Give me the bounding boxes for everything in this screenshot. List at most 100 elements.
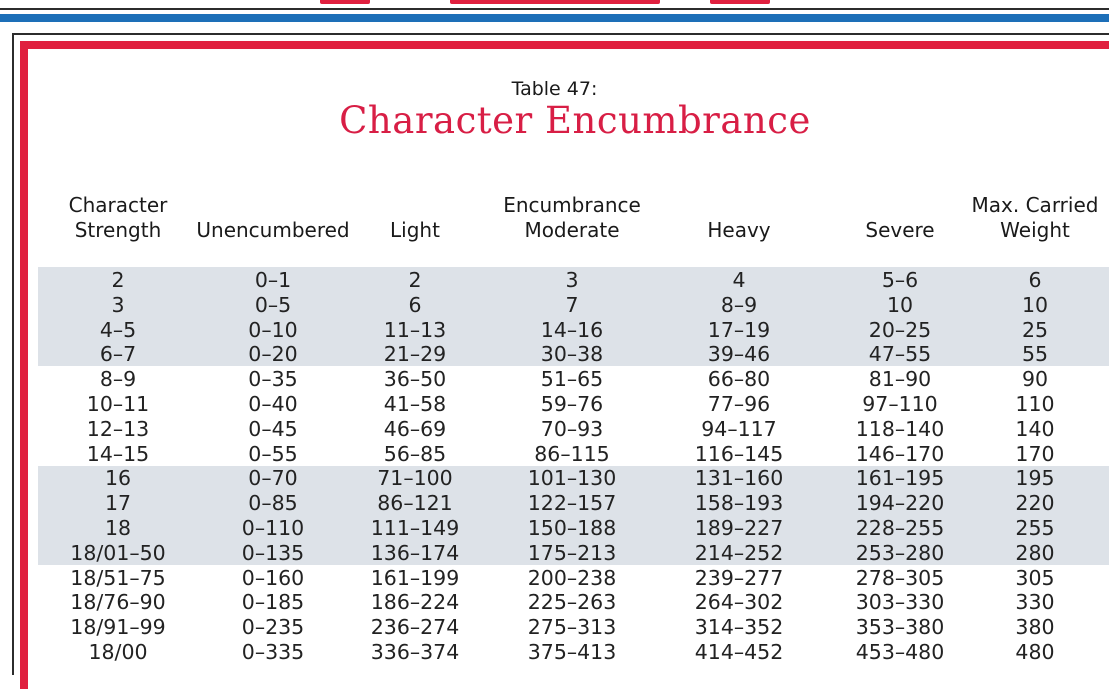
table-number: Table 47: bbox=[511, 78, 598, 100]
table-cell: 3 bbox=[565, 268, 579, 292]
column-header-line2: Moderate bbox=[524, 218, 620, 242]
table-title: Character Encumbrance bbox=[339, 99, 811, 142]
table-cell: 81–90 bbox=[868, 367, 932, 392]
table-cell: 11–13 bbox=[383, 317, 447, 342]
table-cell: 110 bbox=[1015, 392, 1055, 416]
column-header-line1 bbox=[674, 193, 804, 218]
table-cell: 186–224 bbox=[370, 590, 460, 615]
table-cell: 0–10 bbox=[248, 317, 298, 342]
column-header-line1: Character bbox=[68, 193, 168, 217]
table-cell: 161–199 bbox=[370, 565, 460, 590]
table-cell: 122–157 bbox=[527, 491, 617, 516]
table-cell: 0–135 bbox=[241, 540, 305, 565]
table-cell: 453–480 bbox=[855, 640, 945, 664]
table-cell: 14–16 bbox=[540, 317, 604, 342]
table-cell: 18/00 bbox=[88, 640, 148, 664]
table-frame-outer bbox=[12, 33, 1109, 675]
table-cell: 0–55 bbox=[248, 441, 298, 466]
column-header-line2: Weight bbox=[1000, 218, 1070, 242]
table-cell: 56–85 bbox=[383, 441, 447, 466]
table-cell: 353–380 bbox=[855, 615, 945, 640]
table-cell: 146–170 bbox=[855, 441, 945, 466]
table-cell: 86–121 bbox=[377, 491, 453, 516]
table-cell: 220 bbox=[1015, 491, 1055, 516]
column-header-line2: Strength bbox=[74, 218, 162, 242]
table-cell: 0–5 bbox=[254, 292, 292, 317]
table-cell: 55 bbox=[1021, 342, 1049, 367]
table-cell: 0–160 bbox=[241, 565, 305, 590]
table-cell: 18/91–99 bbox=[70, 615, 166, 640]
table-cell: 239–277 bbox=[694, 565, 784, 590]
column-header: Max. Carried Weight bbox=[965, 193, 1105, 243]
column-header: Unencumbered bbox=[193, 193, 353, 243]
column-header-line2: Severe bbox=[865, 218, 935, 242]
table-cell: 200–238 bbox=[527, 565, 617, 590]
table-cell: 161–195 bbox=[855, 466, 945, 491]
column-header: Severe bbox=[835, 193, 965, 243]
table-cell: 0–40 bbox=[248, 392, 298, 416]
table-cell: 8–9 bbox=[99, 367, 137, 392]
row-band-1 bbox=[38, 267, 1109, 366]
table-cell: 6 bbox=[408, 292, 422, 317]
column-header-line2: Heavy bbox=[707, 218, 771, 242]
table-cell: 10–11 bbox=[86, 392, 150, 416]
table-cell: 94–117 bbox=[701, 416, 777, 441]
table-cell: 12–13 bbox=[86, 416, 150, 441]
table-cell: 140 bbox=[1015, 416, 1055, 441]
column-header-line1: Max. Carried bbox=[971, 193, 1099, 217]
table-cell: 46–69 bbox=[383, 416, 447, 441]
column-header-line1: Encumbrance bbox=[503, 193, 641, 217]
table-cell: 17–19 bbox=[707, 317, 771, 342]
table-cell: 0–110 bbox=[241, 516, 305, 540]
column-header-line1 bbox=[835, 193, 965, 218]
table-cell: 116–145 bbox=[694, 441, 784, 466]
table-cell: 336–374 bbox=[370, 640, 460, 664]
table-cell: 18/51–75 bbox=[70, 565, 166, 590]
table-cell: 0–235 bbox=[241, 615, 305, 640]
table-cell: 228–255 bbox=[855, 516, 945, 540]
table-cell: 275–313 bbox=[527, 615, 617, 640]
table-cell: 2 bbox=[111, 268, 125, 292]
table-cell: 7 bbox=[565, 292, 579, 317]
table-cell: 118–140 bbox=[855, 416, 945, 441]
table-cell: 136–174 bbox=[370, 540, 460, 565]
table-cell: 278–305 bbox=[855, 565, 945, 590]
table-cell: 101–130 bbox=[527, 466, 617, 491]
table-cell: 25 bbox=[1021, 317, 1049, 342]
table-cell: 225–263 bbox=[527, 590, 617, 615]
table-cell: 195 bbox=[1015, 466, 1055, 491]
column-header-line1 bbox=[193, 193, 353, 218]
table-cell: 3 bbox=[111, 292, 125, 317]
table-cell: 0–45 bbox=[248, 416, 298, 441]
table-cell: 47–55 bbox=[868, 342, 932, 367]
table-cell: 10 bbox=[1021, 292, 1049, 317]
table-cell: 0–335 bbox=[241, 640, 305, 664]
table-cell: 17 bbox=[104, 491, 132, 516]
table-cell: 51–65 bbox=[540, 367, 604, 392]
table-cell: 97–110 bbox=[862, 392, 938, 416]
column-header: Encumbrance Moderate bbox=[497, 193, 647, 243]
table-cell: 214–252 bbox=[694, 540, 784, 565]
table-cell: 2 bbox=[408, 268, 422, 292]
table-cell: 36–50 bbox=[383, 367, 447, 392]
table-cell: 39–46 bbox=[707, 342, 771, 367]
table-cell: 303–330 bbox=[855, 590, 945, 615]
table-cell: 66–80 bbox=[707, 367, 771, 392]
table-cell: 131–160 bbox=[694, 466, 784, 491]
table-cell: 253–280 bbox=[855, 540, 945, 565]
table-cell: 18/01–50 bbox=[70, 540, 166, 565]
cropped-page-heading bbox=[300, 0, 800, 4]
table-cell: 0–35 bbox=[248, 367, 298, 392]
table-cell: 6–7 bbox=[99, 342, 137, 367]
table-cell: 150–188 bbox=[527, 516, 617, 540]
table-cell: 0–20 bbox=[248, 342, 298, 367]
row-band-2 bbox=[38, 466, 1109, 565]
table-cell: 305 bbox=[1015, 565, 1055, 590]
table-cell: 5–6 bbox=[881, 268, 919, 292]
table-cell: 189–227 bbox=[694, 516, 784, 540]
table-frame-red bbox=[20, 41, 1109, 689]
table-cell: 30–38 bbox=[540, 342, 604, 367]
table-cell: 4 bbox=[732, 268, 746, 292]
table-cell: 111–149 bbox=[370, 516, 460, 540]
table-cell: 175–213 bbox=[527, 540, 617, 565]
